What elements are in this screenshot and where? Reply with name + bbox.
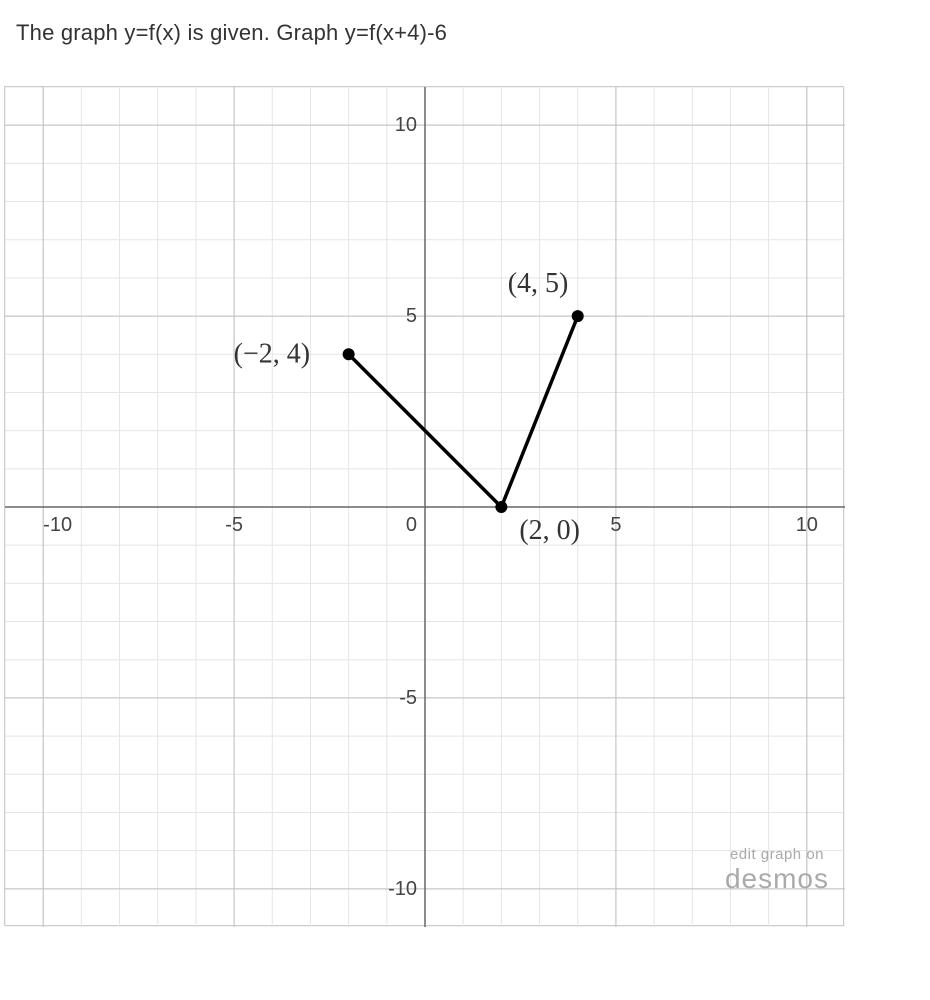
x-tick-label: 10 [796,514,818,536]
point-label: (2, 0) [519,515,580,546]
x-tick-label: -5 [225,514,243,536]
point-label: (−2, 4) [234,338,310,369]
y-tick-label: 10 [395,114,417,136]
question-prompt: The graph y=f(x) is given. Graph y=f(x+4… [0,20,930,86]
coordinate-graph: -10 -5 0 5 10 -10 -5 5 10 (−2, 4) (2, 0) (4, 5) [5,87,845,927]
graph-container: -10-50510-10-5510(−2, 4)(2, 0)(4, 5) edi… [4,86,844,926]
x-tick-label: -10 [43,514,72,536]
y-tick-label: -5 [399,687,417,709]
plot-point [343,348,355,360]
y-tick-label: -10 [388,878,417,900]
x-tick-label: 5 [610,514,621,536]
point-label: (4, 5) [508,268,569,299]
plot-point [495,501,507,513]
y-tick-label: 5 [406,305,417,327]
x-tick-label: 0 [406,514,417,536]
plot-point [572,310,584,322]
